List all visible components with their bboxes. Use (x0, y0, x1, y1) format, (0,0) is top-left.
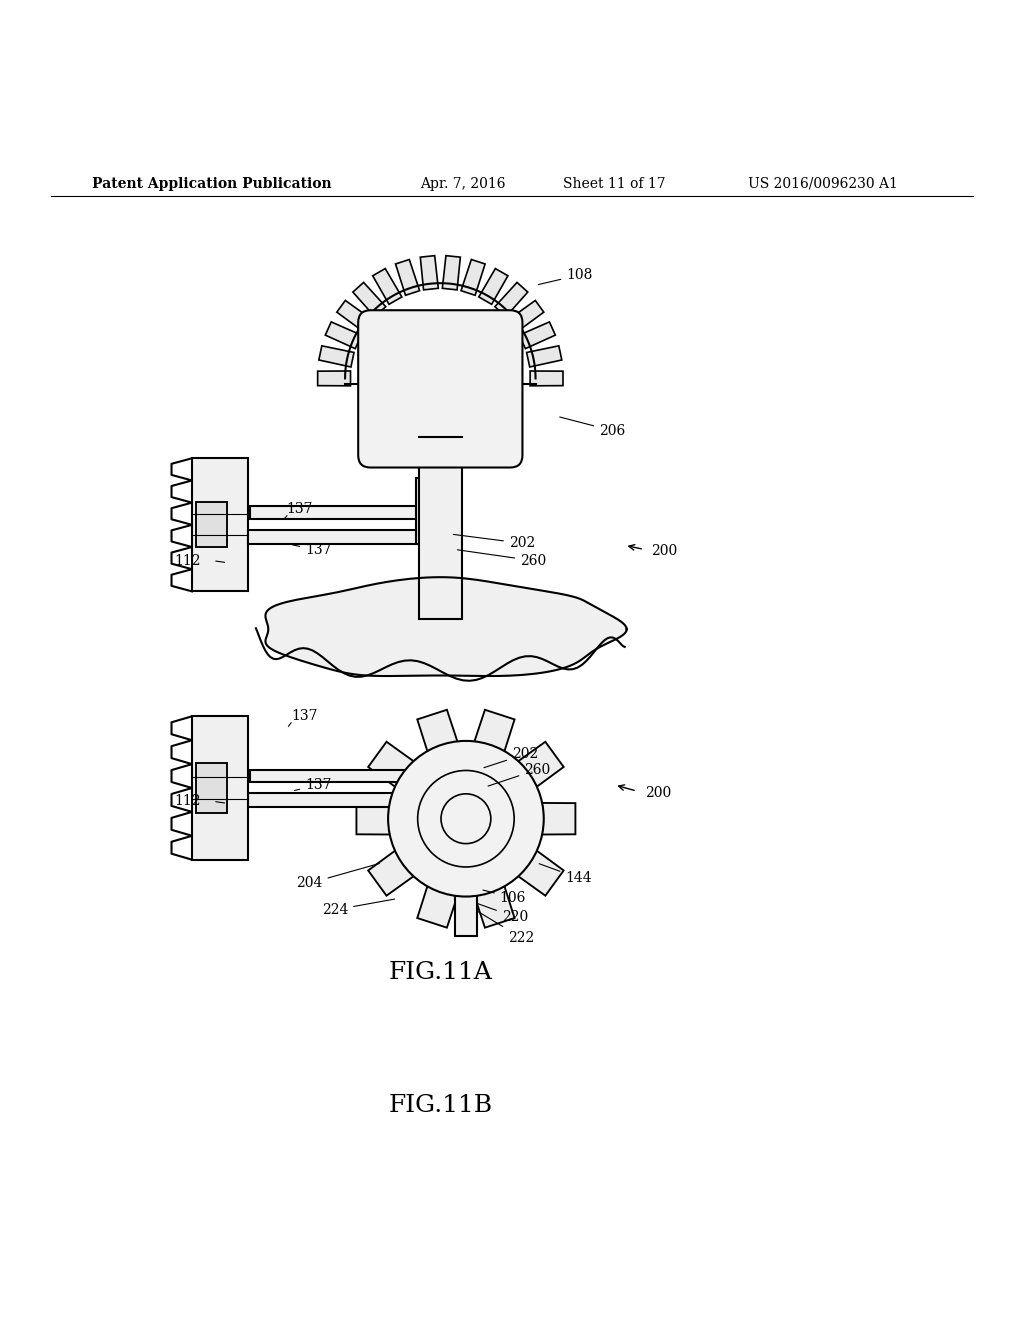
Text: 224: 224 (322, 899, 394, 917)
Text: 112: 112 (174, 553, 201, 568)
Text: Apr. 7, 2016: Apr. 7, 2016 (420, 177, 505, 191)
FancyBboxPatch shape (358, 310, 522, 467)
Polygon shape (326, 322, 361, 348)
Text: 137: 137 (287, 503, 313, 516)
Bar (248, 529, 435, 544)
Polygon shape (337, 301, 372, 331)
Polygon shape (417, 886, 458, 928)
Text: 137: 137 (293, 544, 332, 557)
Text: 206: 206 (560, 417, 626, 438)
Polygon shape (442, 256, 461, 290)
Text: FIG.11A: FIG.11A (388, 961, 493, 983)
Bar (416, 478, 455, 544)
Polygon shape (542, 803, 575, 834)
Bar (197, 503, 227, 548)
Text: 220: 220 (478, 904, 528, 924)
Text: 137: 137 (291, 709, 317, 723)
Text: 200: 200 (651, 544, 678, 558)
Text: 204: 204 (296, 863, 379, 890)
Polygon shape (417, 710, 458, 751)
Bar (248, 793, 477, 808)
Bar (250, 770, 463, 781)
Polygon shape (420, 256, 438, 290)
Polygon shape (518, 742, 563, 787)
Text: 108: 108 (539, 268, 593, 285)
Polygon shape (395, 260, 420, 296)
Polygon shape (318, 346, 354, 367)
Polygon shape (356, 803, 390, 834)
Text: US 2016/0096230 A1: US 2016/0096230 A1 (748, 177, 897, 191)
Polygon shape (479, 268, 508, 305)
Text: 200: 200 (645, 787, 672, 800)
Text: 222: 222 (477, 911, 535, 945)
Polygon shape (519, 322, 555, 348)
Text: 202: 202 (454, 535, 536, 550)
Polygon shape (353, 282, 386, 317)
Polygon shape (474, 886, 515, 928)
Bar (193, 458, 248, 591)
Polygon shape (461, 260, 485, 296)
Polygon shape (518, 851, 563, 896)
Text: 137: 137 (295, 777, 332, 792)
Text: 106: 106 (483, 890, 526, 904)
Bar (419, 400, 462, 619)
Polygon shape (530, 371, 563, 385)
Polygon shape (495, 282, 527, 317)
Text: 112: 112 (174, 795, 201, 808)
Polygon shape (317, 371, 350, 385)
Text: Sheet 11 of 17: Sheet 11 of 17 (563, 177, 666, 191)
Bar (455, 850, 477, 936)
Bar (197, 763, 227, 813)
Text: 202: 202 (484, 747, 539, 768)
Bar (193, 717, 248, 859)
Circle shape (388, 741, 544, 896)
Text: 260: 260 (458, 550, 547, 568)
Polygon shape (369, 851, 414, 896)
Bar (250, 507, 418, 519)
Polygon shape (373, 268, 401, 305)
Polygon shape (265, 577, 627, 676)
Text: FIG.11B: FIG.11B (388, 1094, 493, 1117)
Text: 260: 260 (488, 763, 551, 787)
Polygon shape (509, 301, 544, 331)
Text: 144: 144 (540, 863, 592, 886)
Polygon shape (526, 346, 562, 367)
Polygon shape (369, 742, 414, 787)
Polygon shape (474, 710, 515, 751)
Text: Patent Application Publication: Patent Application Publication (92, 177, 332, 191)
